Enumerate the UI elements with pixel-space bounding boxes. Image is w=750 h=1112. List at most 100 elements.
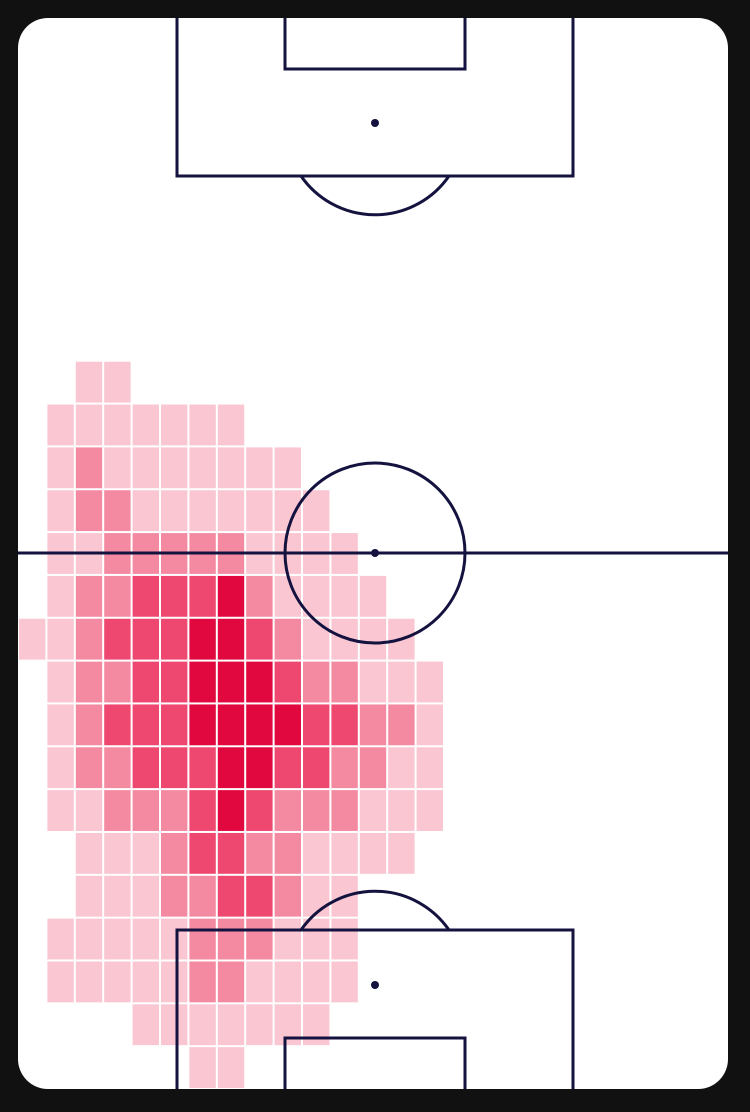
heat-cell [104,875,131,917]
heat-cell [303,961,330,1003]
heat-cell [246,575,273,617]
heat-cell [104,361,131,403]
heat-cell [303,661,330,703]
heat-cell [132,875,159,917]
heat-cell [189,918,216,960]
heat-cell [388,832,415,874]
heat-cell [217,918,245,960]
heat-cell [303,832,330,874]
heat-cell [274,832,301,874]
heat-cell [274,618,301,660]
goal-box [283,18,467,71]
heat-cell [189,704,216,746]
heat-cell [416,747,443,789]
penalty-arc [299,175,451,217]
heat-cell [331,575,358,617]
heat-cell [416,661,443,703]
heat-cell [217,961,245,1003]
heat-cell [331,961,358,1003]
heat-cell [19,618,46,660]
heat-cell [246,618,273,660]
heat-cell [104,832,131,874]
heat-cell [75,490,103,532]
heat-cell [47,961,74,1003]
heat-cell [303,704,330,746]
heat-cell [161,961,188,1003]
heat-cell [75,404,103,446]
heat-cell [246,1004,273,1046]
heat-cell [47,747,74,789]
heat-cell [75,790,103,831]
heat-cell [388,790,415,831]
penalty-box [175,928,575,1089]
pitch-lines [18,18,728,1089]
heat-cell [246,832,273,874]
heat-cell [303,918,330,960]
heat-cell [104,704,131,746]
penalty-box [175,18,575,178]
heat-cell [189,404,216,446]
heat-cell [217,875,245,917]
heat-cell [75,661,103,703]
heat-cell [388,704,415,746]
heat-cell [47,404,74,446]
heat-cell [303,875,330,917]
heat-cell [274,790,301,831]
heat-cell [189,575,216,617]
heat-cell [47,447,74,489]
heat-cell [331,704,358,746]
heat-cell [132,447,159,489]
heat-cell [104,918,131,960]
penalty-arc [299,889,451,931]
heat-cell [331,832,358,874]
heat-cell [132,1004,159,1046]
heat-cell [161,918,188,960]
heat-cell [303,490,330,532]
heat-cell [189,661,216,703]
heat-cell [47,918,74,960]
heat-cell [189,961,216,1003]
heat-cell [303,618,330,660]
heat-cell [246,490,273,532]
heat-cell [75,618,103,660]
penalty-spot [371,119,379,127]
heat-cell [47,704,74,746]
heat-cell [161,618,188,660]
heat-cell [246,961,273,1003]
heat-cell [388,661,415,703]
heat-cell [132,747,159,789]
heat-cell [303,790,330,831]
heat-cell [217,747,245,789]
heat-cell [331,790,358,831]
heat-cell [359,832,387,874]
heat-cell [132,704,159,746]
heat-cell [359,704,387,746]
heat-cell [217,447,245,489]
heat-cell [104,447,131,489]
heat-cell [75,875,103,917]
heat-cell [359,575,387,617]
heat-cell [132,490,159,532]
heat-cell [189,1004,216,1046]
heat-cell [189,832,216,874]
heat-cell [331,747,358,789]
heat-cell [274,961,301,1003]
heat-cell [132,961,159,1003]
heat-cell [246,447,273,489]
heat-cell [246,918,273,960]
heat-cell [359,790,387,831]
center-spot [371,549,379,557]
heat-cell [274,918,301,960]
heat-cell [104,618,131,660]
heat-cell [75,361,103,403]
heat-cell [246,661,273,703]
heat-cell [217,618,245,660]
heat-cell [246,790,273,831]
heat-cell [217,790,245,831]
heat-cell [416,790,443,831]
heat-cell [274,661,301,703]
heat-cell [104,661,131,703]
heat-cell [104,490,131,532]
heat-cell [189,490,216,532]
